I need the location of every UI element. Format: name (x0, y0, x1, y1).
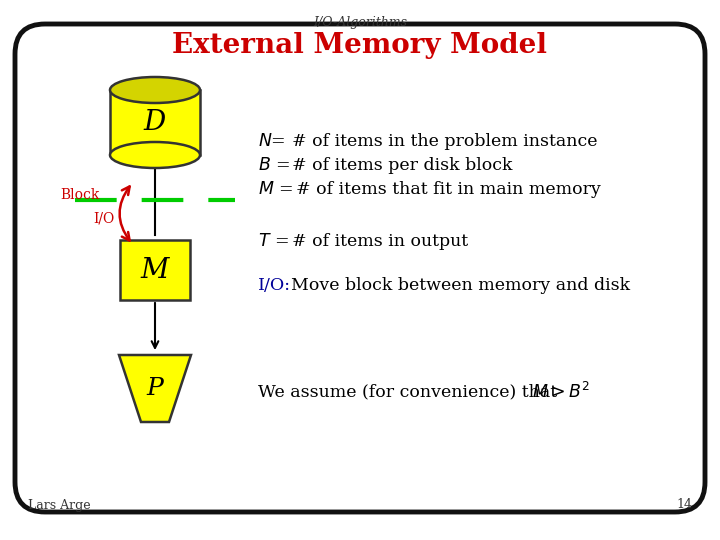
Text: We assume (for convenience) that: We assume (for convenience) that (258, 383, 562, 401)
Text: M: M (141, 256, 169, 284)
Text: # of items that fit in main memory: # of items that fit in main memory (296, 181, 601, 199)
Text: External Memory Model: External Memory Model (173, 32, 547, 59)
Text: 14: 14 (676, 498, 692, 511)
Polygon shape (119, 355, 191, 422)
Text: I/O-Algorithms: I/O-Algorithms (313, 16, 407, 29)
Text: $B$ =: $B$ = (258, 158, 290, 174)
Bar (110, 90, 200, 155)
Text: $M$$>$$B^2$: $M$$>$$B^2$ (532, 382, 590, 402)
Text: D: D (144, 109, 166, 136)
Text: Block: Block (60, 188, 100, 202)
Ellipse shape (110, 77, 200, 103)
Text: Lars Arge: Lars Arge (28, 498, 91, 511)
Text: # of items in the problem instance: # of items in the problem instance (292, 133, 598, 151)
Text: I/O:: I/O: (258, 276, 291, 294)
Text: I/O: I/O (94, 211, 115, 225)
Text: # of items per disk block: # of items per disk block (292, 158, 513, 174)
Text: Move block between memory and disk: Move block between memory and disk (291, 276, 630, 294)
Text: $M$ =: $M$ = (258, 181, 293, 199)
FancyBboxPatch shape (15, 24, 705, 512)
Text: # of items in output: # of items in output (292, 233, 468, 251)
Ellipse shape (110, 142, 200, 168)
Text: $T$ =: $T$ = (258, 233, 289, 251)
Bar (120, 240, 190, 300)
Text: $N$=: $N$= (258, 133, 286, 151)
Text: P: P (147, 377, 163, 400)
